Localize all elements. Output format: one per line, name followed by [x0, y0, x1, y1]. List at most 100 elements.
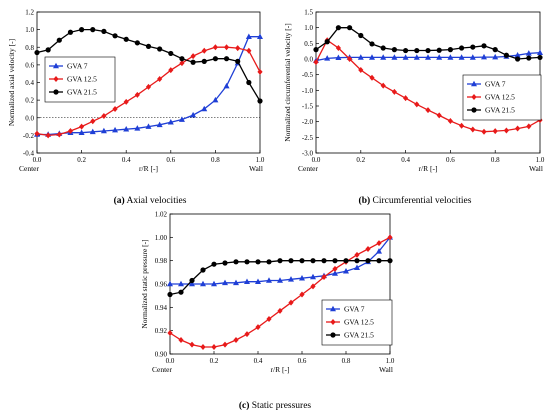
data-point — [112, 126, 119, 133]
data-point — [313, 47, 319, 53]
y-tick-label: 0.90 — [155, 351, 168, 359]
data-point — [469, 54, 476, 60]
series-gva-12-5 — [167, 234, 393, 350]
data-point — [45, 47, 51, 53]
data-point — [145, 83, 152, 90]
y-tick-label: -2.5 — [302, 134, 314, 142]
x-tick-label: 0.8 — [342, 357, 351, 365]
data-point — [380, 82, 386, 89]
y-tick-label: 0.2 — [25, 97, 34, 105]
data-point — [354, 251, 360, 258]
data-point — [244, 278, 250, 284]
data-point — [369, 54, 375, 60]
data-point — [156, 121, 163, 128]
data-point — [369, 41, 375, 47]
x-tick-label: 0.6 — [446, 156, 455, 164]
data-point — [167, 118, 174, 125]
data-point — [257, 33, 263, 39]
data-point — [391, 47, 397, 53]
data-point — [212, 44, 218, 51]
y-tick-label: -0.4 — [23, 150, 35, 158]
data-point — [324, 55, 331, 61]
legend-label: GVA 12.5 — [344, 318, 374, 327]
legend-marker — [53, 76, 59, 82]
data-point — [246, 79, 252, 86]
data-point — [470, 44, 476, 50]
y-tick-label: 0.0 — [25, 114, 34, 122]
legend: GVA 7 GVA 12.5 GVA 21.5 — [321, 299, 393, 346]
data-point — [157, 75, 163, 82]
legend: GVA 7 GVA 12.5 GVA 21.5 — [44, 56, 116, 103]
x-tick-label: 0.8 — [491, 156, 500, 164]
y-tick-label: 0.0 — [304, 56, 313, 64]
data-point — [414, 101, 420, 108]
data-point — [145, 43, 152, 49]
data-point — [369, 74, 375, 81]
data-point — [515, 125, 521, 132]
data-point — [255, 278, 261, 284]
x-tick-label: 0.6 — [166, 156, 175, 164]
data-point — [235, 58, 241, 64]
x-end-label-left: Center — [19, 164, 39, 173]
data-point — [266, 316, 272, 322]
data-point — [266, 277, 272, 283]
data-point — [178, 280, 184, 287]
data-point — [391, 54, 398, 60]
y-tick-label: 0.8 — [25, 44, 34, 52]
data-point — [321, 258, 327, 264]
legend-label: GVA 21.5 — [67, 88, 97, 97]
data-point — [211, 280, 217, 287]
data-point — [235, 45, 241, 52]
data-point — [402, 54, 409, 60]
data-point — [79, 123, 85, 130]
data-point — [211, 344, 217, 350]
y-tick-label: 0.4 — [25, 79, 34, 87]
x-tick-label: 1.0 — [256, 156, 265, 164]
chart-panel-3: 0.90 0.92 0.94 0.96 0.98 1.00 1.02 0.0 0.2 0.4 0.6… — [140, 211, 395, 375]
data-point — [335, 54, 342, 61]
panel-caption: (b) Circumferential velocities — [359, 195, 472, 206]
data-point — [447, 47, 453, 53]
data-point — [34, 130, 40, 137]
data-point — [222, 260, 228, 266]
caption-letter: (c) — [239, 400, 250, 411]
data-point — [89, 128, 96, 135]
legend-marker — [330, 319, 336, 325]
x-axis-label: r/R [-] — [419, 164, 438, 173]
data-point — [310, 258, 316, 264]
data-point — [134, 125, 141, 131]
legend-marker — [330, 305, 336, 312]
legend-marker — [471, 80, 477, 87]
data-point — [299, 258, 305, 264]
caption-letter: (a) — [114, 195, 125, 206]
data-point — [358, 32, 364, 39]
legend-label: GVA 7 — [67, 62, 88, 71]
x-tick-label: 1.0 — [386, 357, 395, 365]
data-point — [343, 267, 349, 274]
data-point — [223, 82, 230, 89]
x-tick-label: 0.0 — [33, 156, 42, 164]
data-point — [101, 28, 107, 34]
caption-text: Circumferential velocities — [370, 195, 472, 206]
data-point — [447, 118, 453, 125]
x-end-label-left: Center — [298, 164, 318, 173]
data-point — [233, 279, 239, 286]
data-point — [354, 264, 360, 270]
data-point — [201, 105, 208, 112]
data-point — [321, 274, 327, 280]
y-tick-label: 0.98 — [155, 257, 168, 265]
data-point — [459, 122, 465, 129]
data-point — [526, 123, 532, 130]
data-point — [514, 52, 521, 58]
panel-caption: (a) Axial velocities — [114, 195, 187, 206]
legend-marker — [471, 94, 477, 100]
data-point — [425, 107, 431, 114]
data-point — [79, 27, 85, 33]
y-tick-label: -1.5 — [302, 103, 314, 111]
data-point — [343, 258, 349, 264]
data-point — [332, 258, 338, 264]
data-point — [222, 279, 228, 286]
data-point — [189, 277, 195, 284]
legend-label: GVA 12.5 — [67, 75, 97, 84]
